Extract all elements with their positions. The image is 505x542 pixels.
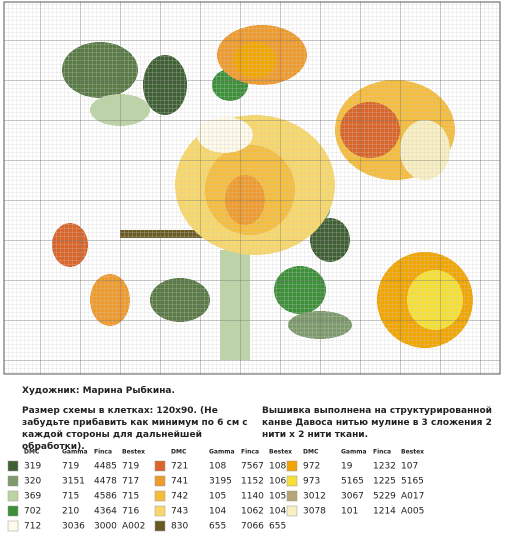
key-cell: 4364: [94, 507, 117, 517]
key-cell: 4586: [94, 492, 117, 502]
key-cell: 108: [269, 462, 286, 472]
key-cell: 3012: [303, 492, 326, 502]
key-cell: 715: [122, 492, 139, 502]
key-cell: 369: [24, 492, 41, 502]
key-cell: 719: [62, 462, 79, 472]
key-cell: 3078: [303, 507, 326, 517]
swatch: [7, 460, 19, 472]
swatch: [154, 490, 166, 502]
key-header: Gamma: [62, 449, 88, 456]
key-cell: 1140: [241, 492, 264, 502]
key-cell: 716: [122, 507, 139, 517]
swatch: [7, 475, 19, 487]
key-cell: 7567: [241, 462, 264, 472]
key-cell: 1214: [373, 507, 396, 517]
swatch: [154, 475, 166, 487]
key-cell: 972: [303, 462, 320, 472]
key-header: DMC: [24, 449, 40, 456]
key-cell: 105: [269, 492, 286, 502]
key-cell: 1062: [241, 507, 264, 517]
key-cell: A002: [122, 522, 145, 532]
key-cell: 319: [24, 462, 41, 472]
pattern-chart: [3, 1, 501, 375]
key-cell: 106: [269, 477, 286, 487]
key-cell: 717: [122, 477, 139, 487]
key-cell: 210: [62, 507, 79, 517]
key-cell: 3036: [62, 522, 85, 532]
key-cell: 19: [341, 462, 353, 472]
key-cell: A005: [401, 507, 424, 517]
key-cell: 655: [209, 522, 226, 532]
credit: Художник: Марина Рыбкина.: [22, 386, 175, 396]
key-cell: 104: [269, 507, 286, 517]
key-header: Finca: [241, 449, 259, 456]
key-cell: 743: [171, 507, 188, 517]
key-cell: 5165: [401, 477, 424, 487]
key-cell: 719: [122, 462, 139, 472]
key-header: Finca: [373, 449, 391, 456]
size-note: Размер схемы в клетках: 120х90. (Не забу…: [22, 406, 248, 452]
key-cell: 3195: [209, 477, 232, 487]
key-cell: 830: [171, 522, 188, 532]
key-cell: 3000: [94, 522, 117, 532]
swatch: [286, 475, 298, 487]
key-header: DMC: [303, 449, 319, 456]
key-cell: 721: [171, 462, 188, 472]
key-cell: 105: [209, 492, 226, 502]
key-cell: 742: [171, 492, 188, 502]
key-header: Bestex: [269, 449, 292, 456]
swatch: [286, 490, 298, 502]
key-cell: 1225: [373, 477, 396, 487]
key-cell: 5165: [341, 477, 364, 487]
key-header: DMC: [171, 449, 187, 456]
key-cell: 3067: [341, 492, 364, 502]
key-cell: 4485: [94, 462, 117, 472]
key-cell: 7066: [241, 522, 264, 532]
key-header: Bestex: [122, 449, 145, 456]
key-header: Bestex: [401, 449, 424, 456]
key-cell: 1152: [241, 477, 264, 487]
key-cell: 320: [24, 477, 41, 487]
key-cell: 712: [24, 522, 41, 532]
swatch: [286, 460, 298, 472]
key-cell: A017: [401, 492, 424, 502]
key-cell: 3151: [62, 477, 85, 487]
key-cell: 702: [24, 507, 41, 517]
key-cell: 1232: [373, 462, 396, 472]
swatch: [154, 505, 166, 517]
key-cell: 104: [209, 507, 226, 517]
key-cell: 715: [62, 492, 79, 502]
swatch: [7, 505, 19, 517]
key-header: Finca: [94, 449, 112, 456]
swatch: [7, 490, 19, 502]
swatch: [7, 520, 19, 532]
key-cell: 108: [209, 462, 226, 472]
swatch: [286, 505, 298, 517]
key-cell: 101: [341, 507, 358, 517]
key-cell: 973: [303, 477, 320, 487]
key-header: Gamma: [209, 449, 235, 456]
key-cell: 655: [269, 522, 286, 532]
key-cell: 5229: [373, 492, 396, 502]
key-cell: 107: [401, 462, 418, 472]
fabric-note: Вышивка выполнена на структурированной к…: [262, 406, 492, 440]
key-header: Gamma: [341, 449, 367, 456]
swatch: [154, 520, 166, 532]
key-cell: 741: [171, 477, 188, 487]
key-cell: 4478: [94, 477, 117, 487]
swatch: [154, 460, 166, 472]
